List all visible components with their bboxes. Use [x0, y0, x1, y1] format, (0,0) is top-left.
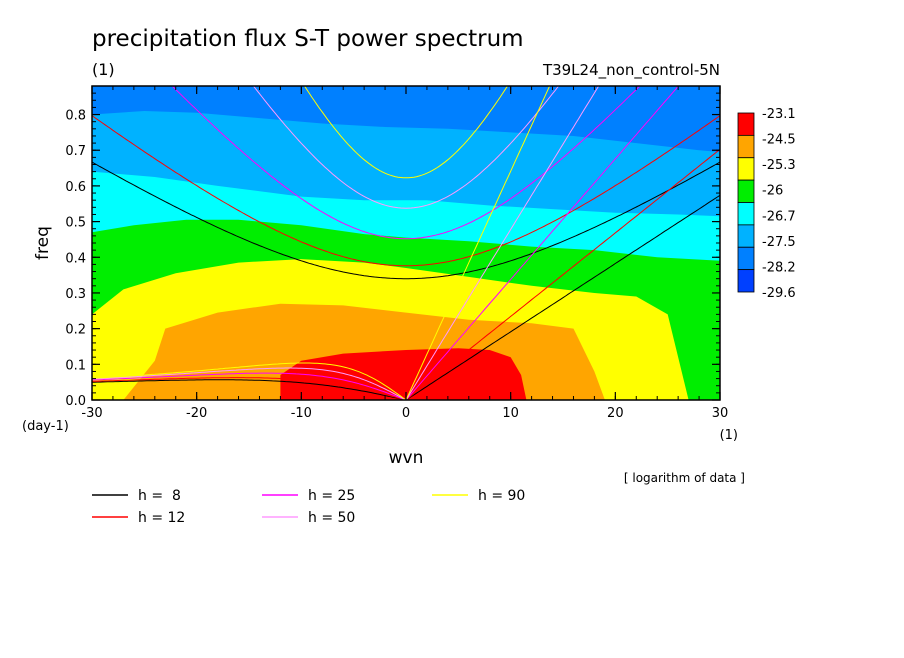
chart-title: precipitation flux S-T power spectrum: [92, 26, 524, 52]
y-axis-label: freq: [33, 226, 53, 260]
rossby-curve-50: [92, 367, 407, 400]
x-axis: -30 -20 -10 0 10 20 30: [81, 86, 728, 421]
dispersion-curves: [92, 86, 720, 400]
colorbar-swatch: [737, 179, 755, 203]
rossby-curve-25: [92, 372, 407, 400]
colorbar-label: -26: [762, 184, 783, 199]
ig1-curve-8: [92, 161, 720, 280]
y-tick-label: 0.2: [65, 323, 86, 338]
x-axis-unit: (1): [720, 428, 738, 443]
rossby-curve-12: [92, 377, 407, 400]
colorbar-swatch: [737, 246, 755, 271]
rossby-curve-8: [92, 379, 407, 400]
x-tick-label: -20: [186, 406, 207, 421]
kelvin-curve-25: [405, 86, 680, 400]
colorbar-label: -26.7: [762, 209, 796, 224]
rossby-curve-90: [92, 362, 407, 400]
colorbar-swatch: [737, 224, 755, 248]
x-tick-label: 20: [607, 406, 624, 421]
log-note: [ logarithm of data ]: [624, 471, 745, 485]
chart-subtitle-left: (1): [92, 60, 115, 79]
colorbar-label: -29.6: [762, 286, 796, 301]
kelvin-curve-12: [405, 148, 720, 400]
ig1-curve-50: [252, 86, 560, 209]
x-tick-label: -30: [81, 406, 102, 421]
colorbar-swatch: [737, 202, 755, 226]
y-tick-label: 0.6: [65, 180, 86, 195]
colorbar-label: -25.3: [762, 158, 796, 173]
y-tick-label: 0.4: [65, 251, 86, 266]
y-tick-label: 0.0: [65, 394, 86, 409]
ig1-curve-12: [92, 115, 720, 267]
legend: h = 8 h = 12 h = 25 h = 50 h = 90: [92, 488, 525, 526]
x-tick-label: 0: [402, 406, 410, 421]
y-tick-label: 0.7: [65, 144, 86, 159]
x-tick-label: 30: [712, 406, 729, 421]
colorbar-label: -28.2: [762, 260, 796, 275]
colorbar-label: -23.1: [762, 107, 796, 122]
legend-label: h = 8: [138, 488, 181, 504]
ig1-curve-90: [303, 86, 509, 179]
kelvin-curve-8: [405, 194, 720, 400]
legend-label: h = 90: [478, 488, 525, 504]
ig1-curve-25: [171, 86, 641, 240]
y-tick-label: 0.8: [65, 109, 86, 124]
x-axis-label: wvn: [389, 448, 424, 468]
colorbar: -23.1 -24.5 -25.3 -26 -26.7 -27.5 -28.2 -29.6: [737, 107, 796, 301]
y-axis: 0.0 0.1 0.2 0.3 0.4 0.5 0.6 0.7 0.8: [65, 92, 720, 409]
kelvin-curve-50: [405, 86, 600, 400]
legend-label: h = 12: [138, 510, 185, 526]
y-axis-unit: (day-1): [22, 419, 69, 434]
x-tick-label: 10: [502, 406, 519, 421]
y-tick-label: 0.3: [65, 287, 86, 302]
colorbar-swatch: [737, 269, 755, 293]
y-tick-label: 0.5: [65, 216, 86, 231]
colorbar-label: -24.5: [762, 133, 796, 148]
legend-label: h = 50: [308, 510, 355, 526]
chart-subtitle-right: T39L24_non_control-5N: [542, 61, 720, 80]
y-tick-label: 0.1: [65, 358, 86, 373]
colorbar-swatch: [737, 134, 755, 159]
colorbar-swatch: [737, 157, 755, 181]
colorbar-label: -27.5: [762, 235, 796, 250]
legend-label: h = 25: [308, 488, 355, 504]
x-tick-label: -10: [291, 406, 312, 421]
plot-area: [92, 86, 720, 400]
kelvin-curve-90: [405, 86, 551, 400]
colorbar-swatch: [737, 112, 755, 136]
